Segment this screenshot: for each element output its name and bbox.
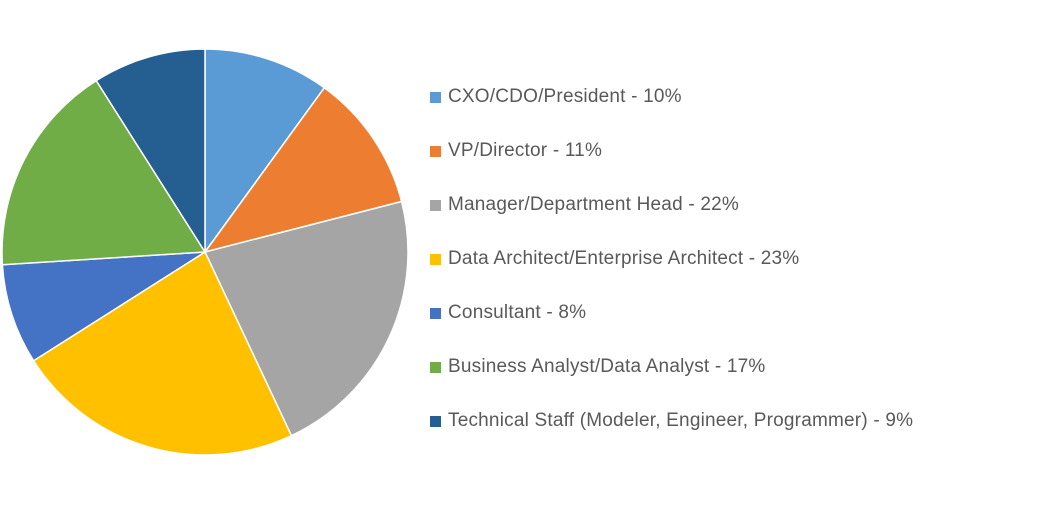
legend-label: Consultant - 8% bbox=[448, 302, 587, 323]
pie-slice-data-architect bbox=[32, 250, 293, 456]
legend-swatch bbox=[430, 145, 441, 157]
legend-item-technical-staff: Technical Staff (Modeler, Engineer, Prog… bbox=[430, 394, 913, 448]
legend-item-manager: Manager/Department Head - 22% bbox=[430, 178, 913, 232]
pie-slice-technical-staff bbox=[95, 48, 206, 255]
legend-item-consultant: Consultant - 8% bbox=[430, 286, 913, 340]
pie-slice-business-analyst bbox=[1, 79, 207, 266]
legend-item-business-analyst: Business Analyst/Data Analyst - 17% bbox=[430, 340, 913, 394]
legend-label: CXO/CDO/President - 10% bbox=[448, 86, 682, 107]
legend-label: VP/Director - 11% bbox=[448, 140, 603, 161]
pie-chart bbox=[1, 48, 409, 456]
pie-slice-vp-director bbox=[203, 86, 403, 254]
legend-swatch bbox=[430, 307, 441, 319]
legend-swatch bbox=[430, 253, 441, 265]
pie-slice-manager bbox=[203, 200, 409, 437]
legend: CXO/CDO/President - 10% VP/Director - 11… bbox=[430, 70, 913, 448]
legend-label: Data Architect/Enterprise Architect - 23… bbox=[448, 248, 800, 269]
legend-swatch bbox=[430, 415, 441, 427]
legend-swatch bbox=[430, 361, 441, 373]
legend-item-vp-director: VP/Director - 11% bbox=[430, 124, 913, 178]
legend-label: Manager/Department Head - 22% bbox=[448, 194, 739, 215]
legend-swatch bbox=[430, 91, 441, 103]
legend-swatch bbox=[430, 199, 441, 211]
legend-item-data-architect: Data Architect/Enterprise Architect - 23… bbox=[430, 232, 913, 286]
pie-slice-cxo bbox=[204, 48, 326, 255]
pie-slice-consultant bbox=[1, 251, 206, 362]
legend-label: Business Analyst/Data Analyst - 17% bbox=[448, 356, 766, 377]
legend-label: Technical Staff (Modeler, Engineer, Prog… bbox=[448, 410, 914, 431]
legend-item-cxo: CXO/CDO/President - 10% bbox=[430, 70, 913, 124]
